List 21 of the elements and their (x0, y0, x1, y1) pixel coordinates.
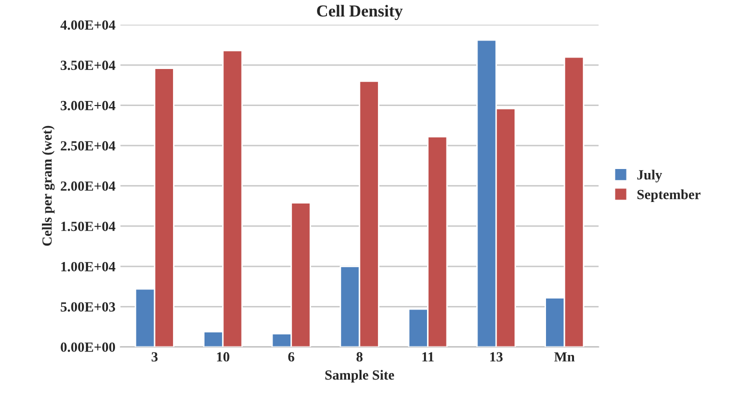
y-tick-label: 0.00E+00 (60, 342, 116, 352)
x-tick-label: 6 (288, 352, 294, 362)
x-tick-label: 8 (356, 352, 363, 362)
y-tick-label: 3.00E+04 (60, 100, 116, 110)
legend-label: September (637, 189, 700, 202)
x-tick-label: 13 (490, 352, 503, 362)
y-tick-label: 1.00E+04 (61, 262, 116, 272)
x-tick-label: Mn (554, 352, 575, 362)
y-tick-label: 4.00E+04 (60, 20, 116, 30)
y-tick-label: 2.50E+04 (60, 141, 116, 151)
y-tick-label: 5.00E+03 (60, 302, 116, 312)
y-tick-label: 1.50E+04 (61, 222, 116, 232)
x-tick-label: 11 (422, 352, 434, 362)
x-tick-label: 10 (217, 352, 230, 362)
y-tick-label: 3.50E+04 (60, 60, 116, 70)
x-tick-label: 3 (152, 352, 158, 362)
y-axis-title: Cells per gram (wet) (42, 126, 55, 246)
x-axis-title: Sample Site (325, 370, 394, 383)
y-tick-label: 2.00E+04 (60, 181, 116, 191)
legend-label: July (637, 170, 662, 182)
chart-title: Cell Density (317, 4, 403, 20)
